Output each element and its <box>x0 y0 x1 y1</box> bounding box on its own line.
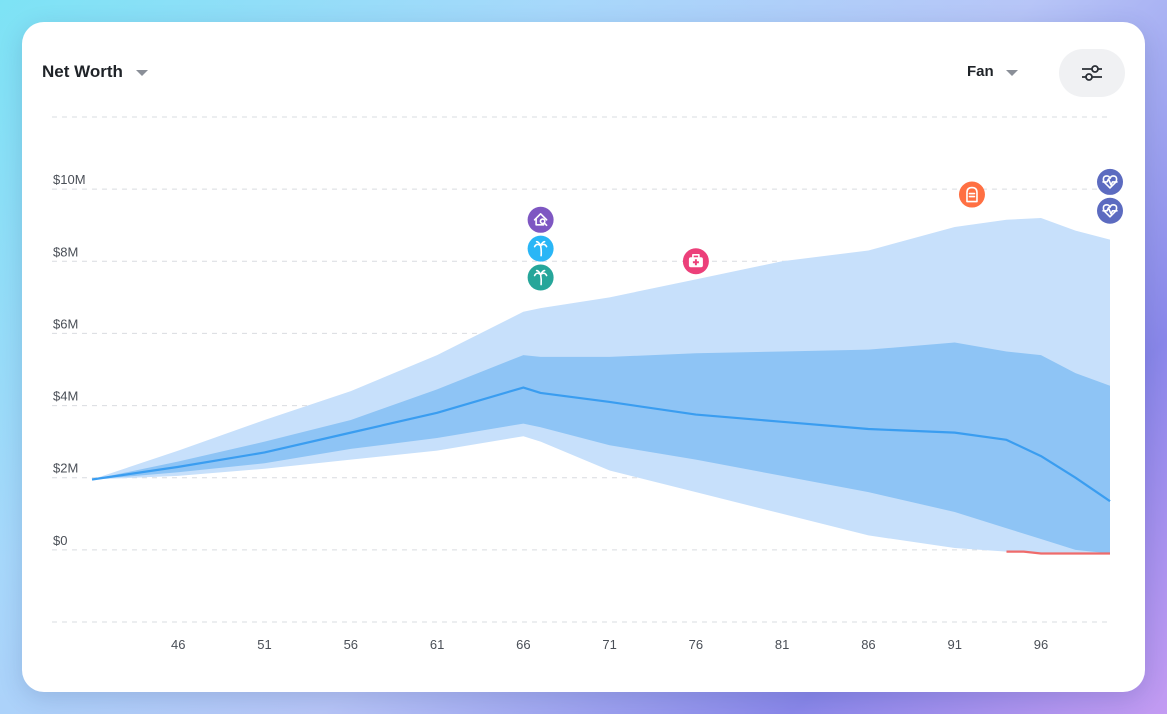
x-axis-labels: 46 51 56 61 66 71 76 81 86 91 96 <box>171 637 1048 652</box>
event-marker-bg <box>958 181 985 208</box>
heart-pulse-event-marker[interactable] <box>1097 168 1123 195</box>
y-axis-labels: $0 $2M $4M $6M $8M $10M <box>53 172 86 548</box>
chart-metric-dropdown[interactable]: Net Worth <box>42 62 148 82</box>
search-handle <box>543 222 548 227</box>
palm-trunk <box>539 244 543 257</box>
palm-leaves <box>533 240 548 248</box>
heart-shape <box>1102 203 1118 218</box>
chart-mode-label: Fan <box>967 63 994 80</box>
y-tick-label: $10M <box>53 172 86 187</box>
x-tick-label: 61 <box>430 637 444 652</box>
x-tick-label: 71 <box>602 637 616 652</box>
medical-bag-event-marker[interactable] <box>682 248 709 275</box>
x-tick-label: 56 <box>344 637 358 652</box>
x-tick-label: 91 <box>947 637 961 652</box>
chart-title: Net Worth <box>42 62 123 81</box>
heart-pulse-event-marker[interactable] <box>1097 197 1123 224</box>
gravestone-event-marker[interactable] <box>958 181 985 208</box>
event-markers <box>527 168 1123 291</box>
x-tick-label: 81 <box>775 637 789 652</box>
chart-lines <box>91 386 1111 555</box>
chart-bands <box>92 218 1110 554</box>
x-tick-label: 96 <box>1034 637 1048 652</box>
pulse-line <box>1102 178 1118 186</box>
palm-tree-event-marker[interactable] <box>527 264 554 291</box>
x-tick-label: 76 <box>689 637 703 652</box>
x-tick-label: 66 <box>516 637 530 652</box>
depleted-line <box>1006 550 1110 555</box>
y-tick-label: $6M <box>53 316 78 331</box>
stone-lines <box>968 192 976 198</box>
chevron-down-icon <box>1005 69 1018 76</box>
y-tick-label: $2M <box>53 461 78 476</box>
bag-handle <box>692 253 700 259</box>
net-worth-fan-chart: $0 $2M $4M $6M $8M $10M 46 51 56 61 66 71 76 81 86 91 9… <box>52 116 1123 652</box>
heart-shape <box>1102 175 1118 189</box>
stone-shape <box>966 186 978 203</box>
x-tick-label: 86 <box>861 637 875 652</box>
medical-cross <box>692 259 699 266</box>
palm-leaves <box>533 269 548 277</box>
chart-mode-dropdown[interactable]: Fan <box>967 63 1018 80</box>
sliders-icon <box>1082 65 1102 81</box>
inner-percentile-band <box>92 342 1110 554</box>
chevron-down-icon <box>135 70 148 76</box>
y-tick-label: $4M <box>53 389 78 404</box>
y-tick-label: $8M <box>53 244 78 259</box>
palm-tree-event-marker[interactable] <box>527 235 554 262</box>
median-line <box>91 386 1111 503</box>
search-lens <box>539 218 546 225</box>
pulse-line <box>1102 206 1118 215</box>
y-tick-label: $0 <box>53 533 67 548</box>
net-worth-card: Net Worth Fan $0 $2M $4M $6M $8M $10M 46 51 56 6… <box>22 22 1145 692</box>
x-tick-label: 46 <box>171 637 185 652</box>
palm-trunk <box>539 273 543 286</box>
home-search-event-marker[interactable] <box>527 206 554 233</box>
chart-settings-button[interactable] <box>1059 49 1125 97</box>
house-shape <box>533 213 548 226</box>
x-tick-label: 51 <box>257 637 271 652</box>
